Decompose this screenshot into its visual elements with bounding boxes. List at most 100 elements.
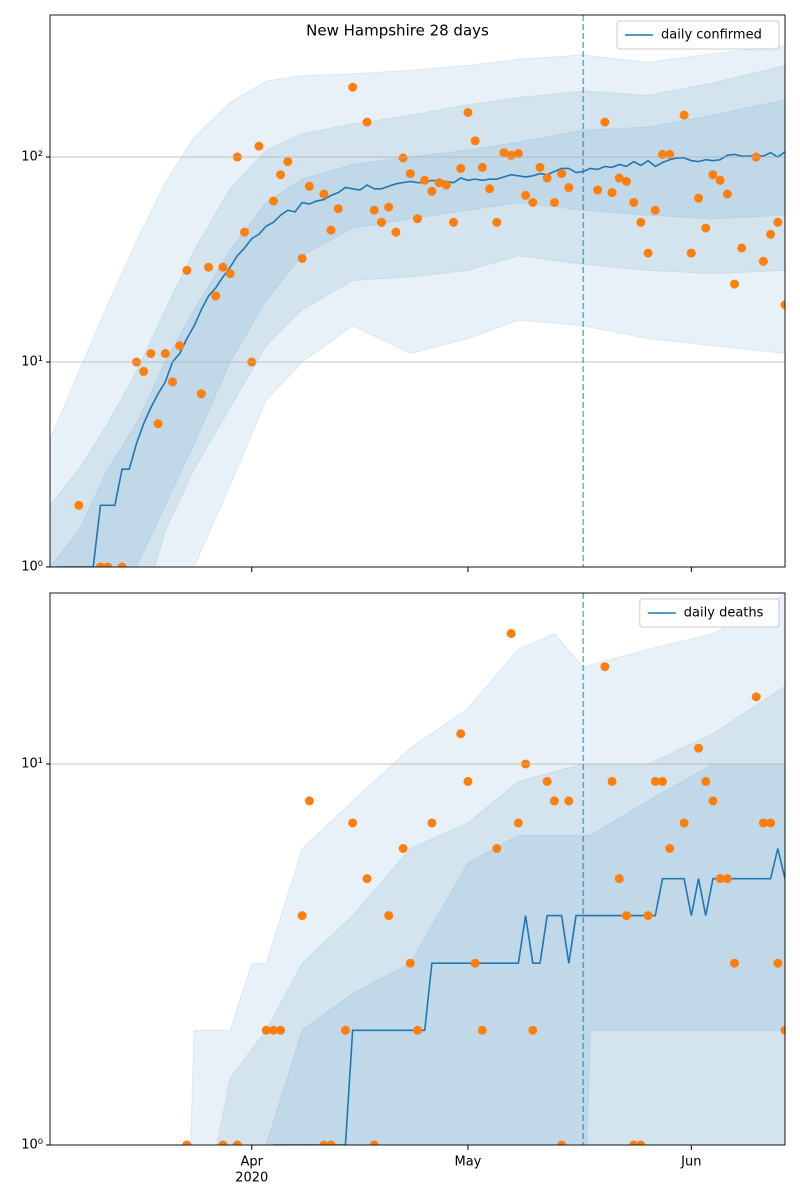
observed-point [694,743,704,753]
observed-point [722,189,732,199]
observed-point [463,107,473,117]
observed-point [398,844,408,854]
observed-point [204,262,214,272]
band [190,593,785,1145]
observed-point [564,796,574,806]
y-tick-label: 10¹ [21,756,43,771]
observed-point [737,243,747,253]
observed-point [593,185,603,195]
band [50,44,785,567]
observed-point [232,1140,242,1145]
observed-point [369,205,379,215]
y-tick-label: 10⁰ [21,1138,43,1153]
observed-point [621,911,631,921]
observed-point [614,173,624,183]
plot-area [50,44,785,567]
observed-point [376,217,386,227]
observed-point [103,562,113,567]
observed-point [600,117,610,127]
observed-point [780,300,785,310]
observed-point [477,162,487,172]
observed-point [175,341,185,351]
observed-point [405,958,415,968]
observed-point [715,175,725,185]
observed-point [542,776,552,786]
observed-point [766,818,776,828]
observed-point [658,776,667,786]
observed-point [261,1025,271,1035]
observed-point [621,176,631,186]
observed-point [449,217,459,227]
observed-point [600,662,610,672]
observed-point [607,776,617,786]
observed-point [477,1025,487,1035]
observed-point [679,110,689,120]
observed-point [348,818,358,828]
observed-point [758,818,768,828]
observed-point [665,149,675,159]
observed-point [715,874,725,884]
observed-point [369,1140,379,1145]
observed-point [470,136,480,146]
observed-point [384,202,394,212]
observed-point [499,148,509,158]
observed-point [297,911,307,921]
observed-point [276,170,286,180]
observed-point [708,170,718,180]
observed-point [535,162,545,172]
legend-box [616,20,780,50]
observed-point [513,818,523,828]
observed-point [492,217,502,227]
observed-point [730,279,740,289]
observed-point [607,188,617,198]
observed-point [506,628,516,638]
observed-point [665,844,675,854]
band [50,99,785,567]
observed-point [614,874,624,884]
observed-point [470,958,480,968]
observed-point [268,196,278,206]
observed-point [773,958,783,968]
observed-point [182,1140,192,1145]
observed-point [211,291,221,301]
observed-point [521,190,531,200]
observed-point [326,1140,336,1145]
observed-point [420,175,430,185]
observed-point [485,184,495,194]
observed-point [441,180,451,190]
observed-point [650,776,660,786]
observed-point [413,214,422,224]
observed-point [427,818,437,828]
observed-point [276,1025,286,1035]
observed-point [492,844,502,854]
observed-point [564,183,574,193]
observed-point [340,1025,350,1035]
observed-point [319,1140,329,1145]
observed-point [708,796,718,806]
observed-point [722,874,732,884]
observed-point [650,205,660,215]
observed-point [326,225,336,235]
observed-point [218,262,228,272]
observed-point [643,911,653,921]
observed-point [643,248,653,258]
observed-point [766,229,776,239]
observed-point [304,181,314,191]
observed-point [636,1140,646,1145]
observed-point [427,186,437,196]
observed-point [139,366,149,376]
observed-point [240,227,250,237]
observed-point [513,149,523,159]
observed-point [405,169,415,179]
observed-point [384,911,394,921]
observed-point [557,1140,567,1145]
observed-point [297,253,307,263]
plot-area [182,593,785,1145]
observed-point [348,82,358,92]
axes-frame [49,592,786,1146]
observed-point [636,217,646,227]
y-tick-label: 10¹ [21,355,43,370]
chart-title: New Hampshire 28 days [306,22,489,40]
observed-point [182,265,192,275]
observed-point [95,562,105,567]
